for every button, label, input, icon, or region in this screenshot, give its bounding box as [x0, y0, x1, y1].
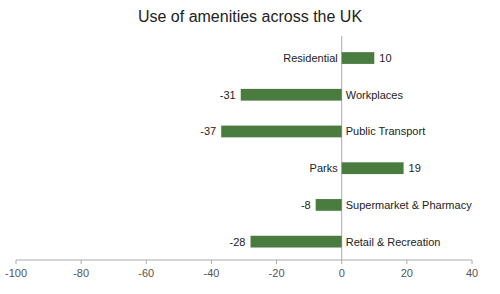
chart-container: Use of amenities across the UK-100-80-60…: [0, 0, 500, 294]
x-tick: [406, 260, 407, 264]
x-tick-label: 20: [401, 267, 413, 279]
x-tick-label: -100: [5, 267, 27, 279]
x-tick: [211, 260, 212, 264]
labels: -28 Retail & Recreation -8 Supermarket & Ph…: [200, 52, 472, 248]
value-label: 19: [409, 162, 421, 174]
bar: [342, 52, 375, 64]
category-label: Public Transport: [346, 125, 425, 137]
category-label: Supermarket & Pharmacy: [346, 199, 472, 211]
x-tick-label: -40: [203, 267, 219, 279]
bar: [251, 236, 342, 248]
title: Use of amenities across the UK: [138, 8, 362, 25]
x-tick: [81, 260, 82, 264]
x-tick-label: -80: [73, 267, 89, 279]
x-tick: [472, 260, 473, 264]
category-label: Retail & Recreation: [346, 236, 441, 248]
category-label: Parks: [310, 162, 339, 174]
bar: [221, 126, 342, 138]
x-tick: [341, 260, 342, 264]
x-tick-label: 0: [339, 267, 345, 279]
value-label: 10: [379, 52, 391, 64]
bar: [342, 162, 404, 174]
value-label: -37: [200, 125, 216, 137]
x-tick: [276, 260, 277, 264]
value-label: -8: [301, 199, 311, 211]
bar: [316, 199, 342, 211]
category-label: Residential: [283, 52, 337, 64]
zero-line: [341, 36, 342, 260]
value-label: -31: [220, 89, 236, 101]
category-label: Workplaces: [346, 89, 404, 101]
x-tick-label: -20: [269, 267, 285, 279]
chart-svg: Use of amenities across the UK-100-80-60…: [0, 0, 500, 294]
x-tick-label: 40: [466, 267, 478, 279]
value-label: -28: [230, 236, 246, 248]
x-tick-label: -60: [138, 267, 154, 279]
x-tick: [146, 260, 147, 264]
x-axis-line: [16, 260, 472, 261]
bar: [241, 89, 342, 101]
x-axis: -100 -80 -60 -40 -20 0 20 40: [5, 36, 478, 279]
bars: [221, 52, 403, 247]
x-tick: [16, 260, 17, 264]
